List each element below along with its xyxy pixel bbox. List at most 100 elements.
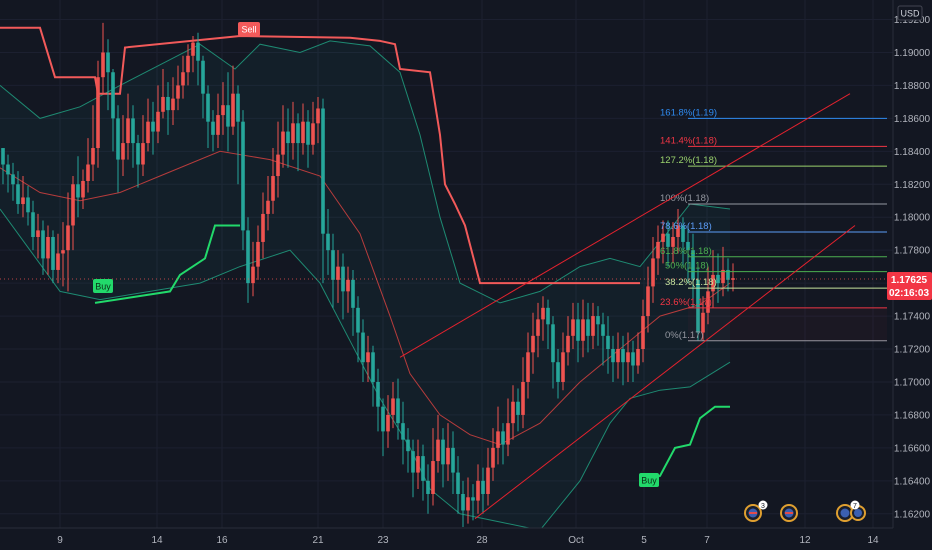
candle-body (321, 108, 325, 234)
candle-body (666, 233, 670, 247)
candle-body (226, 105, 230, 127)
candle-body (661, 233, 665, 242)
candle-body (551, 324, 555, 363)
candle-body (476, 480, 480, 501)
fib-level-label: 23.6%(1.17) (660, 297, 712, 308)
candle-body (656, 241, 660, 259)
candle-body (301, 121, 305, 144)
bar-countdown: 02:16:03 (889, 288, 929, 299)
fib-level-label: 161.8%(1.19) (660, 107, 717, 118)
time-tick-label: 14 (151, 535, 163, 546)
candle-body (591, 316, 595, 336)
sell-signal[interactable]: Sell (238, 22, 260, 36)
channel-line-2 (474, 225, 856, 520)
candle-body (211, 121, 215, 135)
candle-body (526, 352, 530, 382)
rising-channel[interactable] (399, 93, 856, 520)
candle-body (91, 148, 95, 165)
candle-body (276, 154, 280, 177)
candle-body (681, 225, 685, 242)
candle-body (106, 52, 110, 73)
price-tick-label: 1.16600 (894, 443, 931, 454)
time-tick-label: 9 (57, 535, 63, 546)
candle-body (371, 352, 375, 382)
time-tick-label: 7 (704, 535, 710, 546)
candle-body (281, 131, 285, 155)
candle-body (6, 164, 10, 175)
candle-body (116, 118, 120, 160)
candle-body (121, 143, 125, 160)
fib-level-label: 50%(1.18) (665, 261, 709, 272)
candle-body (251, 266, 255, 284)
event-flag-1[interactable]: 3 (744, 500, 768, 522)
candle-body (691, 250, 695, 280)
price-tick-label: 1.17200 (894, 345, 931, 356)
candle-body (366, 352, 370, 363)
candle-body (151, 121, 155, 132)
candle-body (241, 121, 245, 231)
buy-signal-2[interactable]: Buy (639, 473, 659, 487)
candle-body (406, 439, 410, 452)
price-tick-label: 1.16400 (894, 476, 931, 487)
candle-body (611, 349, 615, 363)
candles (1, 22, 735, 527)
candle-body (156, 111, 160, 132)
candle-body (286, 131, 290, 144)
channel-line-1 (399, 93, 851, 358)
candle-body (341, 266, 345, 292)
candle-body (491, 447, 495, 468)
eu-flag-icon (840, 508, 850, 518)
candle-body (336, 266, 340, 280)
candle-body (46, 236, 50, 259)
price-tick-label: 1.18000 (894, 213, 931, 224)
bollinger-lower (0, 208, 731, 531)
time-tick-label: 14 (867, 535, 879, 546)
candle-body (356, 307, 360, 333)
candle-body (451, 447, 455, 473)
bollinger-band-fill (0, 40, 730, 531)
price-tick-label: 1.18800 (894, 81, 931, 92)
fib-extension[interactable]: 161.8%(1.19) 141.4%(1.18) 127.2%(1.18) 100%… (660, 107, 887, 342)
candle-body (456, 472, 460, 494)
candle-body (501, 431, 505, 445)
candle-body (596, 316, 600, 325)
candle-body (416, 456, 420, 473)
candle-body (726, 269, 730, 280)
candle-body (581, 319, 585, 341)
candle-body (111, 72, 115, 119)
candle-body (461, 493, 465, 511)
candle-body (571, 319, 575, 336)
currency-label[interactable]: USD (897, 5, 923, 21)
candle-body (436, 439, 440, 462)
candle-body (26, 197, 30, 213)
candle-body (616, 349, 620, 363)
currency-text: USD (900, 9, 920, 19)
candle-body (126, 118, 130, 144)
candle-body (16, 184, 20, 205)
candle-body (61, 250, 65, 254)
candle-body (521, 381, 525, 415)
fib-zone (688, 307, 887, 341)
candle-body (266, 200, 270, 214)
us-flag-icon (854, 509, 862, 517)
candle-body (556, 362, 560, 382)
candle-body (351, 279, 355, 308)
candle-body (676, 225, 680, 237)
event-flag-2[interactable] (780, 504, 798, 522)
candle-body (101, 52, 105, 78)
buy-signal-label-2: Buy (641, 476, 657, 486)
candle-body (186, 55, 190, 73)
candle-body (671, 236, 675, 247)
event-flag-3[interactable]: 7 (836, 500, 866, 522)
candle-body (56, 253, 60, 270)
current-price-tag: 1.17625 02:16:03 (887, 272, 932, 301)
candle-body (41, 230, 45, 259)
candle-body (66, 225, 70, 251)
candle-body (146, 121, 150, 144)
candle-body (721, 269, 725, 284)
buy-signal-1[interactable]: Buy (93, 279, 113, 293)
time-axis[interactable]: 9 14 16 21 23 28 Oct 5 7 12 14 (0, 527, 893, 550)
candle-body (466, 497, 470, 511)
